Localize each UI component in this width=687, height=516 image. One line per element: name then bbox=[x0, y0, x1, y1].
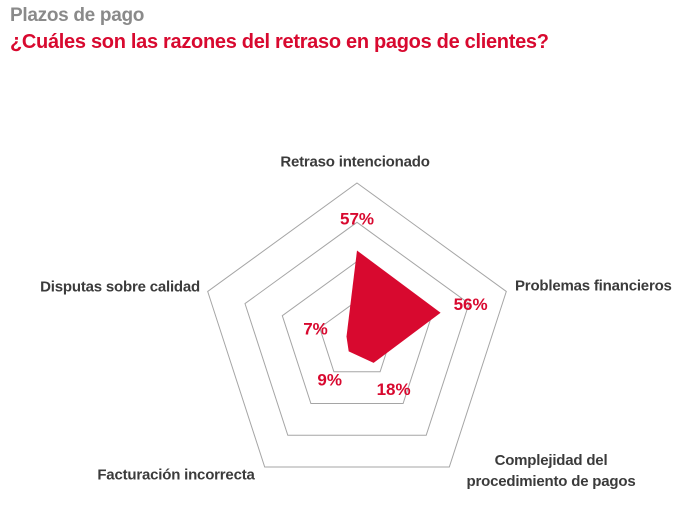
value-label-0: 57% bbox=[340, 210, 374, 229]
value-label-3: 9% bbox=[317, 370, 342, 389]
axis-label-facturacion-incorrecta: Facturación incorrecta bbox=[97, 466, 255, 484]
value-label-4: 7% bbox=[303, 320, 328, 339]
header: Plazos de pago ¿Cuáles son las razones d… bbox=[10, 5, 549, 54]
grid-ring-75 bbox=[244, 221, 470, 436]
data-polygon bbox=[346, 250, 441, 363]
axis-label-retraso-intencionado: Retraso intencionado bbox=[280, 153, 430, 171]
chart-question: ¿Cuáles son las razones del retraso en p… bbox=[10, 31, 549, 53]
axis-label-disputas-calidad: Disputas sobre calidad bbox=[40, 278, 200, 296]
value-label-1: 56% bbox=[454, 295, 488, 314]
value-label-2: 18% bbox=[377, 380, 411, 399]
axis-label-problemas-financieros: Problemas financieros bbox=[515, 277, 672, 295]
grid-ring-100 bbox=[207, 182, 507, 468]
axis-label-complejidad-procedimiento: Complejidad del procedimiento de pagos bbox=[466, 452, 636, 490]
page-title: Plazos de pago bbox=[10, 5, 145, 26]
